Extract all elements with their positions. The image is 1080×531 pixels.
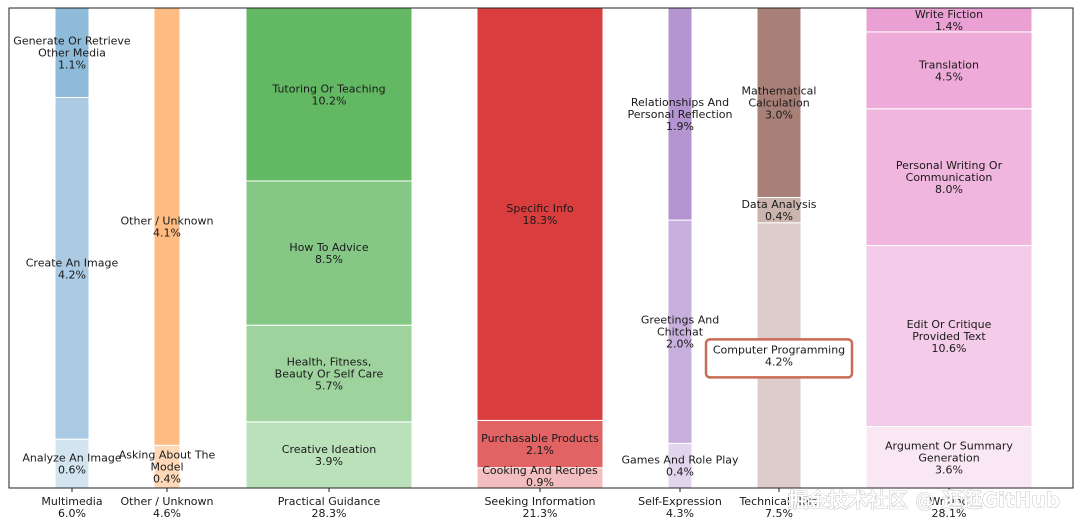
segment-label-tutoring-or-teaching: Tutoring Or Teaching 10.2% <box>271 83 385 108</box>
segment-label-how-to-advice: How To Advice 8.5% <box>289 241 368 266</box>
bar-segment-tutoring-or-teaching <box>245 7 413 182</box>
bar-segment-data-analysis <box>756 196 802 224</box>
segment-label-games-and-role-play: Games And Role Play 0.4% <box>621 454 739 479</box>
segment-label-specific-info: Specific Info 18.3% <box>506 202 573 227</box>
bar-segment-other-unknown <box>153 7 181 446</box>
x-tick-label-seeking-information: Seeking Information 21.3% <box>484 495 595 520</box>
bar-segment-personal-writing-or-communication <box>865 108 1033 246</box>
bar-segment-mathematical-calculation <box>756 7 802 198</box>
segment-label-translation: Translation 4.5% <box>918 58 979 83</box>
segment-label-creative-ideation: Creative Ideation 3.9% <box>282 443 376 468</box>
bar-segment-asking-about-the-model <box>153 444 181 489</box>
segment-labels-layer: Analyze An Image 0.6% Create An Image 4.2% G… <box>13 8 1013 489</box>
x-tick-label-other-unknown: Other / Unknown 4.6% <box>121 495 214 520</box>
x-tick-label-writing: Writing 28.1% <box>929 495 968 520</box>
segment-label-cooking-and-recipes: Cooking And Recipes 0.9% <box>482 464 598 489</box>
segment-label-write-fiction: Write Fiction 1.4% <box>915 8 983 33</box>
axes-frame <box>8 7 1074 489</box>
bar-segment-how-to-advice <box>245 180 413 326</box>
bar-segment-translation <box>865 31 1033 110</box>
segment-label-mathematical-calculation: Mathematical Calculation 3.0% <box>742 85 817 122</box>
segment-label-edit-or-critique-provided-text: Edit Or Critique Provided Text 10.6% <box>907 318 992 355</box>
bar-segment-creative-ideation <box>245 421 413 489</box>
segment-label-personal-writing-or-communication: Personal Writing Or Communication 8.0% <box>896 159 1003 196</box>
bars-layer <box>54 7 1033 489</box>
x-axis-ticks: Multimedia 6.0% Other / Unknown 4.6% Practic… <box>41 488 969 520</box>
segment-label-argument-or-summary-generation: Argument Or Summary Generation 3.6% <box>885 439 1013 476</box>
bar-segment-specific-info <box>476 7 604 421</box>
bar-segment-games-and-role-play <box>667 442 693 489</box>
x-tick-label-multimedia: Multimedia 6.0% <box>41 495 102 520</box>
x-tick-label-self-expression: Self-Expression 4.3% <box>638 495 722 520</box>
bar-segment-analyze-an-image <box>54 438 90 489</box>
segment-label-relationships-and-personal-reflection: Relationships And Personal Reflection 1.9% <box>628 96 733 133</box>
watermark-text: 掘金技术社区 @ 逛逛GitHub <box>788 488 1060 512</box>
x-tick-label-practical-guidance: Practical Guidance 28.3% <box>278 495 381 520</box>
segment-label-computer-programming: Computer Programming 4.2% <box>713 343 845 368</box>
bar-segment-argument-or-summary-generation <box>865 426 1033 489</box>
bar-segment-create-an-image <box>54 96 90 440</box>
bar-segment-edit-or-critique-provided-text <box>865 244 1033 428</box>
segment-label-other-unknown: Other / Unknown 4.1% <box>121 215 214 240</box>
segment-label-greetings-and-chitchat: Greetings And Chitchat 2.0% <box>641 314 719 351</box>
segment-label-purchasable-products: Purchasable Products 2.1% <box>481 432 599 457</box>
x-tick-label-technical-help: Technical Help 7.5% <box>738 495 818 520</box>
segment-label-create-an-image: Create An Image 4.2% <box>26 256 119 281</box>
segment-label-generate-or-retrieve-other-media: Generate Or Retrieve Other Media 1.1% <box>13 35 131 72</box>
segment-label-health-fitness-beauty-or-self-care: Health, Fitness, Beauty Or Self Care 5.7% <box>275 356 384 393</box>
bar-segment-health-fitness-beauty-or-self-care <box>245 324 413 423</box>
bar-segment-greetings-and-chitchat <box>667 219 693 444</box>
segment-label-data-analysis: Data Analysis 0.4% <box>741 198 816 223</box>
segment-label-analyze-an-image: Analyze An Image 0.6% <box>22 452 122 477</box>
segment-label-asking-about-the-model: Asking About The Model 0.4% <box>119 449 216 486</box>
highlight-box <box>704 338 854 379</box>
